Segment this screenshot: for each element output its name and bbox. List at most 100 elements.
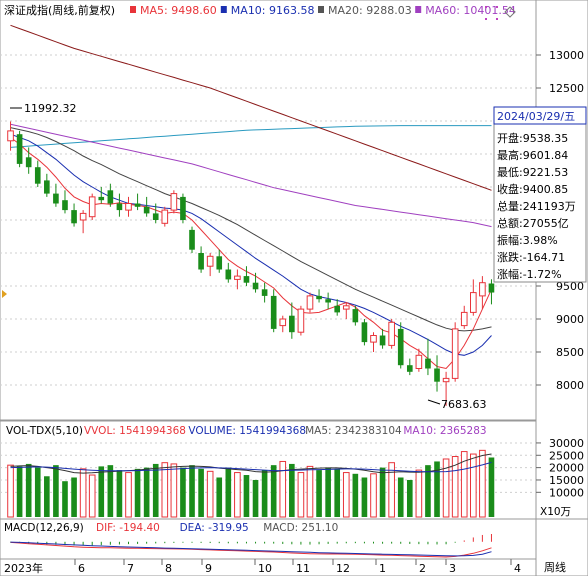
volume-bar-down <box>270 465 277 517</box>
x-tick-label: 3 <box>449 562 456 575</box>
volume-bar-up <box>170 463 178 518</box>
volume-bar-up <box>297 472 305 518</box>
candle-body-down <box>488 283 495 293</box>
y-tick-label: 13000 <box>549 49 584 62</box>
volume-bar-down <box>34 467 41 517</box>
x-tick-label: 9 <box>205 562 212 575</box>
volume-bar-up <box>79 468 87 518</box>
macd-panel-frame <box>0 518 537 560</box>
candle-body-up <box>442 377 450 383</box>
volume-bar-up <box>88 474 96 518</box>
candle-body-down <box>62 200 68 211</box>
vol-legend-item: MA5: 2342383104 <box>305 425 402 437</box>
volume-bar-down <box>361 477 368 517</box>
candle-body-up <box>88 196 96 218</box>
candle-body-up <box>79 212 87 221</box>
ma-legend-item: MA10: 9163.58 <box>231 4 315 17</box>
volume-bar-up <box>7 464 14 518</box>
volume-bar-down <box>406 479 413 517</box>
volume-bar-down <box>243 475 250 517</box>
vol-ma5-line <box>10 453 492 474</box>
candle-body-up <box>206 255 214 267</box>
vol-tick-label: 30000 <box>549 437 584 450</box>
date-axis-labels: 2023年 6 7 8 9 10 11 12 1 2 3 4 <box>4 559 521 575</box>
candle-body-down <box>198 253 204 270</box>
candle-body-up <box>7 130 14 142</box>
candle-body-down <box>152 213 159 220</box>
ma120-line <box>10 24 492 191</box>
vol-legend-item: VVOL: 1541994368 <box>84 425 186 437</box>
candle-body-up <box>306 295 314 310</box>
x-tick-label: 11 <box>296 562 310 575</box>
y-tick-label: 9500 <box>556 280 584 293</box>
diamond-icon[interactable] <box>504 6 516 18</box>
candle-body-up <box>342 305 350 310</box>
candle-body-up <box>479 282 486 297</box>
info-row: 涨跌:-164.71 <box>497 250 565 264</box>
volume-bar-down <box>289 463 295 517</box>
volume-bar-up <box>161 462 169 518</box>
info-row: 振幅:3.98% <box>497 233 558 247</box>
x-tick-label: 12 <box>336 562 350 575</box>
macd-dif-line <box>10 541 492 558</box>
candle-body-down <box>225 269 232 280</box>
candle-body-up <box>451 328 459 379</box>
macd-legend-item: DIF: -194.40 <box>96 522 160 534</box>
x-tick-label: 10 <box>258 562 272 575</box>
low-annotation-line <box>427 399 441 405</box>
candle-body-down <box>361 322 368 343</box>
x-tick-label: 1 <box>379 562 386 575</box>
ma-legend-swatch <box>130 6 136 13</box>
volume-bar-down <box>180 467 186 517</box>
macd-name: MACD(12,26,9) <box>4 522 84 534</box>
volume-bar-up <box>370 473 377 518</box>
candle-body-down <box>134 203 141 207</box>
candle-body-down <box>116 203 123 211</box>
candle-body-down <box>180 196 186 220</box>
ma10-line <box>10 133 492 356</box>
candle-body-down <box>189 229 195 250</box>
volume-bar-up <box>206 470 214 518</box>
vol-unit: X10万 <box>540 506 571 518</box>
right-axis-frame <box>535 0 588 577</box>
candle-body-up <box>279 318 287 327</box>
info-row: 涨幅:-1.72% <box>497 268 562 281</box>
info-row: 最低:9221.53 <box>497 166 568 179</box>
candle-body-down <box>53 193 59 204</box>
info-row: 开盘:9538.35 <box>497 131 568 145</box>
volume-bar-up <box>342 472 350 518</box>
high-annotation: 11992.32 <box>24 102 77 115</box>
candle-body-down <box>216 256 223 270</box>
macd-legend-item: MACD: 251.10 <box>263 522 338 534</box>
ma60-line <box>10 123 492 228</box>
y-tick-label: 8500 <box>556 346 584 359</box>
x-tick-label: 6 <box>78 562 85 575</box>
macd-dea-line <box>10 541 492 557</box>
ma-legend-item: MA20: 9288.03 <box>328 4 412 17</box>
volume-bar-down <box>134 468 141 517</box>
x-tick-label: 4 <box>514 562 521 575</box>
candle-body-down <box>316 295 322 300</box>
volume-bar-down <box>334 468 341 517</box>
volume-bar-down <box>25 463 32 517</box>
volume-bar-down <box>116 470 123 517</box>
volume-bar-down <box>143 467 150 517</box>
volume-bar-down <box>488 457 495 517</box>
toggle-icon[interactable] <box>485 6 498 20</box>
candle-body-up <box>234 275 241 280</box>
candle-body-down <box>334 305 341 313</box>
volume-bar-up <box>479 449 486 518</box>
macd-indicator <box>10 534 492 558</box>
ma-legend-swatch <box>318 6 324 13</box>
vol-legend-item: VOLUME: 1541994368 <box>188 425 306 437</box>
candle-body-down <box>143 206 150 214</box>
candle-body-down <box>44 180 50 194</box>
volume-bar-down <box>434 461 440 517</box>
candle-body-down <box>289 315 295 333</box>
candle-body-down <box>325 299 331 303</box>
volume-bar-down <box>316 470 322 517</box>
info-row: 最高:9601.84 <box>497 148 568 162</box>
ma-legend-item: MA60: 10401.54 <box>425 4 516 17</box>
volume-bar-down <box>397 477 404 517</box>
